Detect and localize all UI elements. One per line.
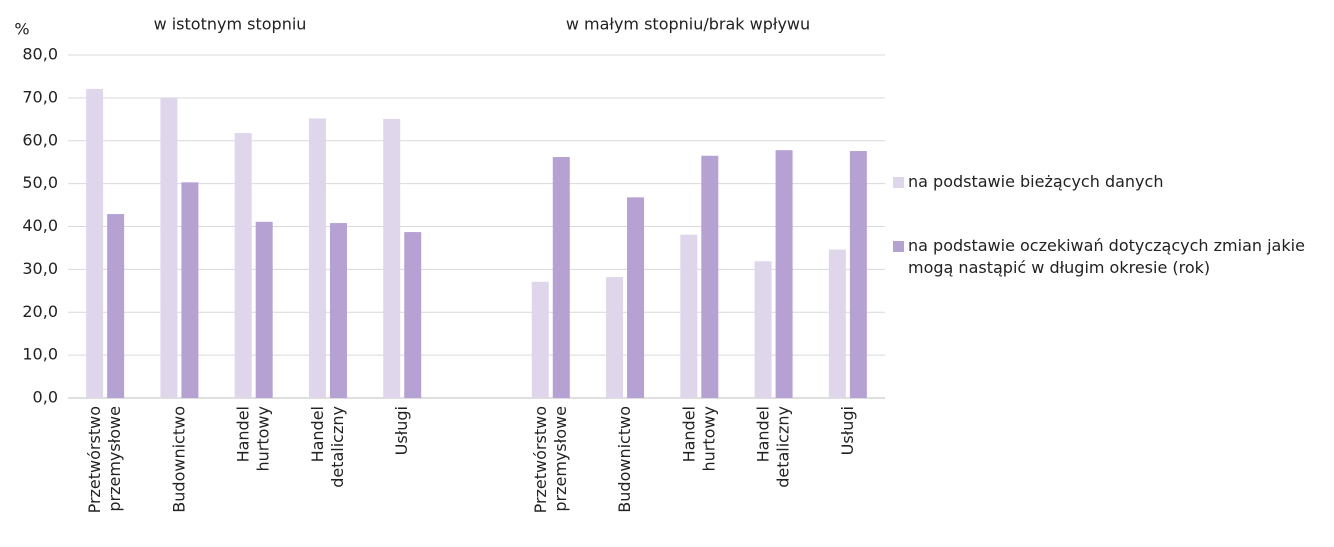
bar bbox=[160, 97, 178, 398]
y-tick-label: 10,0 bbox=[22, 345, 58, 364]
x-tick-label: Handelhurtowy bbox=[233, 406, 272, 471]
x-tick-label: Usługi bbox=[837, 406, 856, 455]
legend-label: na podstawie oczekiwań dotyczących zmian… bbox=[908, 236, 1305, 277]
x-tick-label: Budownictwo bbox=[169, 406, 188, 513]
x-tick-label: Przetwórstwoprzemysłowe bbox=[85, 406, 124, 513]
bar bbox=[775, 150, 793, 398]
annotation: w istotnym stopniu bbox=[154, 15, 307, 34]
bar bbox=[86, 88, 104, 398]
bar bbox=[255, 221, 273, 398]
bar bbox=[701, 155, 719, 398]
x-tick-label: Usługi bbox=[392, 406, 411, 455]
legend-label: na podstawie bieżących danych bbox=[908, 172, 1164, 191]
bar bbox=[107, 214, 125, 398]
bar bbox=[828, 249, 846, 398]
legend-item: na podstawie bieżących danych bbox=[893, 171, 1323, 193]
y-tick-label: 50,0 bbox=[22, 173, 58, 192]
bar bbox=[627, 197, 645, 398]
bar bbox=[606, 277, 624, 398]
x-tick-label: Handeldetaliczny bbox=[307, 406, 346, 488]
bar bbox=[308, 118, 326, 398]
legend-item: na podstawie oczekiwań dotyczących zmian… bbox=[893, 235, 1323, 279]
bar bbox=[404, 232, 422, 398]
y-tick-label: 80,0 bbox=[22, 45, 58, 64]
y-tick-label: 70,0 bbox=[22, 87, 58, 106]
bar bbox=[181, 182, 199, 398]
annotation: w małym stopniu/brak wpływu bbox=[566, 15, 810, 34]
x-tick-label: Handeldetaliczny bbox=[753, 406, 792, 488]
y-axis-label: % bbox=[14, 20, 29, 39]
x-tick-label: Handelhurtowy bbox=[679, 406, 718, 471]
legend-swatch bbox=[893, 177, 904, 188]
y-tick-label: 0,0 bbox=[33, 388, 58, 407]
y-tick-label: 20,0 bbox=[22, 302, 58, 321]
y-tick-label: 40,0 bbox=[22, 216, 58, 235]
bar bbox=[383, 118, 401, 398]
bar bbox=[531, 281, 549, 398]
bar bbox=[234, 133, 252, 398]
x-tick-label: Budownictwo bbox=[615, 406, 634, 513]
bar bbox=[680, 234, 698, 398]
y-tick-label: 30,0 bbox=[22, 259, 58, 278]
legend-swatch bbox=[893, 241, 904, 252]
bar bbox=[849, 151, 867, 398]
bar bbox=[329, 223, 347, 398]
y-tick-label: 60,0 bbox=[22, 130, 58, 149]
bar bbox=[552, 157, 570, 398]
x-tick-label: Przetwórstwoprzemysłowe bbox=[530, 406, 569, 513]
bar bbox=[754, 261, 772, 398]
